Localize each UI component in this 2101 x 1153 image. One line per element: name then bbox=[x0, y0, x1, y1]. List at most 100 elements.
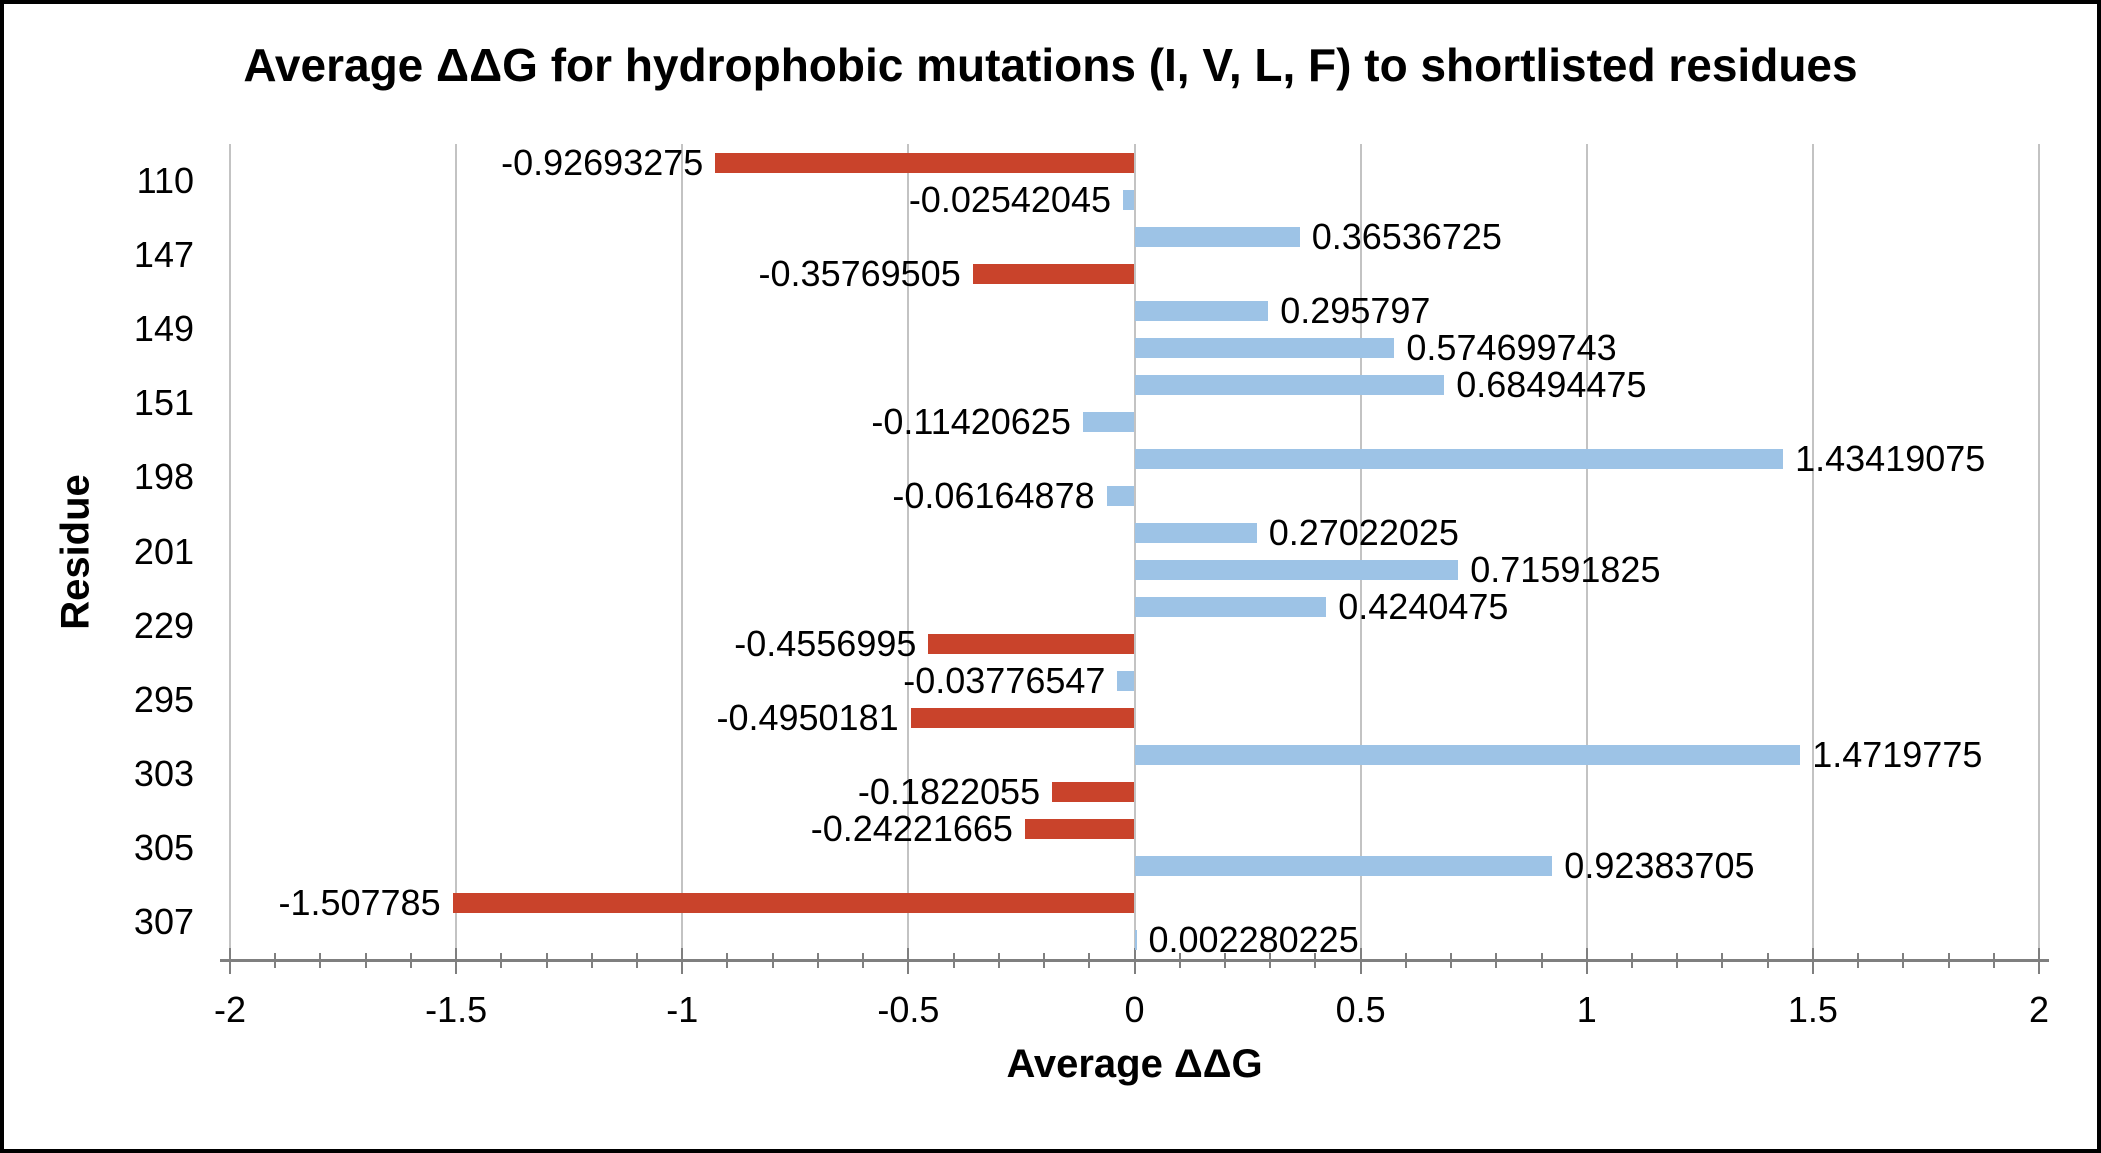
bar-value-label-307-2: 0.002280225 bbox=[1148, 919, 1359, 961]
x-minor-tick bbox=[500, 953, 503, 968]
x-minor-tick bbox=[409, 953, 412, 968]
x-major-tick bbox=[1585, 947, 1588, 974]
bar-229-1 bbox=[1134, 597, 1327, 618]
x-minor-tick bbox=[1630, 953, 1633, 968]
bar-value-label-305-1: -0.24221665 bbox=[810, 808, 1013, 850]
bar-295-1 bbox=[1117, 671, 1135, 692]
gridline-x-0 bbox=[1133, 144, 1136, 959]
bar-value-label-305-2: 0.92383705 bbox=[1564, 845, 1755, 887]
x-major-tick bbox=[907, 947, 910, 974]
x-tick-label-2: 2 bbox=[2028, 989, 2050, 1030]
x-axis-title: Average ΔΔG bbox=[1006, 1042, 1263, 1086]
x-minor-tick bbox=[274, 953, 277, 968]
x-tick-label-1.5: 1.5 bbox=[1787, 989, 1838, 1030]
y-category-label-110: 110 bbox=[136, 160, 194, 202]
x-minor-tick bbox=[364, 953, 367, 968]
x-minor-tick bbox=[1314, 953, 1317, 968]
y-category-label-151: 151 bbox=[133, 382, 194, 424]
bar-value-label-229-2: -0.4556995 bbox=[734, 623, 917, 665]
x-minor-tick bbox=[1857, 953, 1860, 968]
y-axis-title: Residue bbox=[53, 473, 98, 630]
x-minor-tick bbox=[1178, 953, 1181, 968]
y-category-label-303: 303 bbox=[133, 752, 194, 794]
x-minor-tick bbox=[862, 953, 865, 968]
x-tick-label-0: 0 bbox=[1124, 989, 1145, 1030]
bar-307-2 bbox=[1134, 930, 1137, 951]
bar-value-label-303-1: 1.4719775 bbox=[1812, 734, 1983, 776]
bar-303-1 bbox=[1134, 745, 1801, 766]
gridline-x-1.5 bbox=[1811, 144, 1814, 959]
x-major-tick bbox=[681, 947, 684, 974]
bar-198-1 bbox=[1134, 448, 1784, 469]
x-minor-tick bbox=[1992, 953, 1995, 968]
bar-value-label-149-2: 0.574699743 bbox=[1406, 326, 1617, 368]
bar-value-label-149-1: 0.295797 bbox=[1280, 289, 1431, 331]
y-category-label-201: 201 bbox=[133, 530, 194, 572]
gridline-x--1 bbox=[681, 144, 684, 959]
x-tick-label--2: -2 bbox=[213, 989, 247, 1030]
x-minor-tick bbox=[319, 953, 322, 968]
y-category-label-305: 305 bbox=[133, 826, 194, 868]
x-minor-tick bbox=[1495, 953, 1498, 968]
x-minor-tick bbox=[952, 953, 955, 968]
x-tick-label-1: 1 bbox=[1576, 989, 1597, 1030]
x-tick-label--0.5: -0.5 bbox=[877, 989, 940, 1030]
x-minor-tick bbox=[1947, 953, 1950, 968]
gridline-x--2 bbox=[229, 144, 231, 959]
x-minor-tick bbox=[997, 953, 1000, 968]
x-tick-label-0.5: 0.5 bbox=[1335, 989, 1386, 1030]
gridline-x-2 bbox=[2038, 144, 2040, 959]
bar-305-1 bbox=[1024, 819, 1135, 840]
y-category-label-147: 147 bbox=[133, 234, 194, 276]
x-minor-tick bbox=[636, 953, 639, 968]
bar-value-label-198-1: 1.43419075 bbox=[1795, 437, 1986, 479]
x-major-tick bbox=[455, 947, 458, 974]
x-major-tick bbox=[1811, 947, 1814, 974]
bar-201-1 bbox=[1134, 523, 1257, 543]
bar-305-2 bbox=[1134, 856, 1553, 877]
bar-value-label-147-1: 0.36536725 bbox=[1311, 215, 1502, 257]
bar-307-1 bbox=[452, 893, 1135, 914]
bar-value-label-110-2: -0.02542045 bbox=[908, 178, 1111, 220]
y-category-label-229: 229 bbox=[133, 604, 194, 646]
bar-303-2 bbox=[1052, 782, 1135, 803]
y-category-label-198: 198 bbox=[133, 456, 194, 498]
x-major-tick bbox=[229, 947, 231, 974]
bar-229-2 bbox=[928, 634, 1135, 655]
x-minor-tick bbox=[1404, 953, 1407, 968]
bar-149-2 bbox=[1134, 337, 1395, 358]
bar-151-1 bbox=[1134, 374, 1445, 395]
y-category-label-149: 149 bbox=[133, 308, 194, 350]
x-tick-label--1.5: -1.5 bbox=[425, 989, 488, 1030]
y-category-label-307: 307 bbox=[133, 900, 194, 942]
x-major-tick bbox=[2038, 947, 2040, 974]
bar-value-label-151-1: 0.68494475 bbox=[1456, 363, 1647, 405]
bar-201-2 bbox=[1134, 560, 1459, 580]
x-minor-tick bbox=[1450, 953, 1453, 968]
bar-value-label-151-2: -0.11420625 bbox=[871, 400, 1071, 442]
bar-value-label-229-1: 0.4240475 bbox=[1338, 586, 1509, 628]
x-minor-tick bbox=[1540, 953, 1543, 968]
bar-295-2 bbox=[910, 708, 1135, 729]
bar-147-1 bbox=[1134, 226, 1300, 247]
bar-value-label-201-1: 0.27022025 bbox=[1268, 512, 1459, 553]
x-minor-tick bbox=[1721, 953, 1724, 968]
x-minor-tick bbox=[1269, 953, 1272, 968]
x-minor-tick bbox=[1088, 953, 1091, 968]
x-minor-tick bbox=[1676, 953, 1679, 968]
x-minor-tick bbox=[771, 953, 774, 968]
bar-110-2 bbox=[1123, 189, 1135, 210]
bar-value-label-295-2: -0.4950181 bbox=[716, 697, 899, 739]
bar-147-2 bbox=[972, 263, 1135, 284]
gridline-x--0.5 bbox=[907, 144, 910, 959]
x-minor-tick bbox=[545, 953, 548, 968]
bar-value-label-307-1: -1.507785 bbox=[278, 882, 441, 924]
bar-value-label-295-1: -0.03776547 bbox=[903, 660, 1106, 702]
bar-110-1 bbox=[715, 152, 1135, 173]
bar-value-label-198-2: -0.06164878 bbox=[892, 474, 1095, 516]
x-minor-tick bbox=[1766, 953, 1769, 968]
gridline-x-0.5 bbox=[1359, 144, 1362, 959]
x-minor-tick bbox=[726, 953, 729, 968]
bar-value-label-201-2: 0.71591825 bbox=[1470, 549, 1661, 590]
